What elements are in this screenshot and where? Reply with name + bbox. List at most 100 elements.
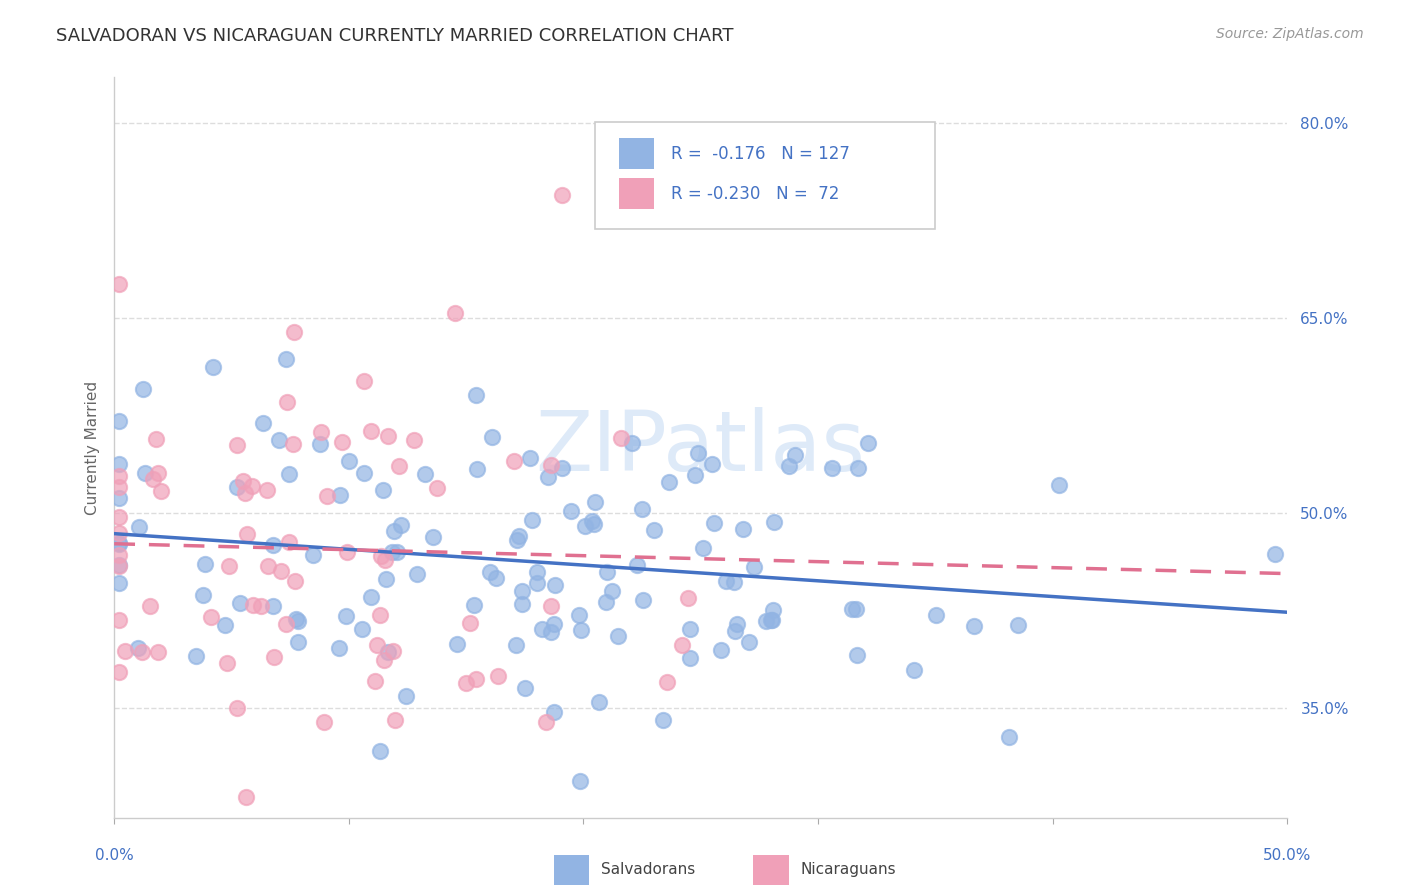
Point	[510, 583, 533, 598]
Text: Source: ZipAtlas.com: Source: ZipAtlas.com	[1216, 27, 1364, 41]
Point	[370, 608, 392, 623]
Point	[465, 672, 488, 686]
Point	[240, 478, 263, 492]
Point	[526, 575, 548, 590]
Point	[503, 454, 526, 468]
Point	[108, 558, 131, 573]
Point	[108, 457, 131, 471]
Point	[551, 461, 574, 475]
Point	[486, 669, 509, 683]
Point	[233, 486, 256, 500]
Point	[631, 593, 654, 607]
Point	[377, 644, 399, 658]
Point	[274, 351, 297, 366]
Point	[374, 553, 396, 567]
Point	[284, 612, 307, 626]
Point	[228, 596, 250, 610]
Point	[263, 649, 285, 664]
Point	[505, 638, 527, 652]
FancyBboxPatch shape	[595, 122, 935, 229]
Point	[194, 557, 217, 571]
Point	[226, 480, 249, 494]
Point	[377, 429, 399, 443]
Point	[845, 601, 868, 615]
Point	[311, 425, 333, 439]
Point	[381, 644, 404, 658]
Point	[479, 565, 502, 579]
Point	[353, 374, 375, 388]
Point	[731, 522, 754, 536]
Point	[330, 435, 353, 450]
Point	[276, 394, 298, 409]
Point	[505, 533, 527, 547]
Point	[353, 466, 375, 480]
Point	[550, 187, 572, 202]
Point	[301, 548, 323, 562]
Point	[703, 516, 725, 531]
Point	[651, 713, 673, 727]
Point	[108, 537, 131, 551]
Point	[381, 544, 404, 558]
Point	[925, 608, 948, 623]
Point	[350, 622, 373, 636]
Point	[574, 518, 596, 533]
Point	[309, 437, 332, 451]
Point	[520, 513, 543, 527]
Point	[132, 382, 155, 396]
Point	[465, 462, 488, 476]
Text: 50.0%: 50.0%	[1263, 848, 1312, 863]
Point	[108, 665, 131, 679]
Point	[543, 617, 565, 632]
Point	[270, 564, 292, 578]
Point	[145, 432, 167, 446]
Point	[384, 714, 406, 728]
Point	[283, 436, 305, 450]
Point	[581, 514, 603, 528]
Point	[215, 657, 238, 671]
Point	[337, 453, 360, 467]
Point	[108, 414, 131, 428]
Point	[679, 622, 702, 636]
Point	[519, 450, 541, 465]
Point	[360, 424, 382, 438]
Point	[336, 545, 359, 559]
Point	[536, 470, 558, 484]
Point	[191, 588, 214, 602]
FancyBboxPatch shape	[554, 855, 589, 885]
Point	[568, 774, 591, 789]
Point	[328, 640, 350, 655]
Point	[108, 510, 131, 524]
Point	[108, 491, 131, 505]
Point	[464, 388, 486, 402]
Point	[329, 488, 352, 502]
Point	[395, 689, 418, 703]
Text: Nicaraguans: Nicaraguans	[800, 863, 896, 877]
Point	[218, 558, 240, 573]
Point	[583, 517, 606, 532]
Text: 0.0%: 0.0%	[94, 848, 134, 863]
Point	[262, 538, 284, 552]
FancyBboxPatch shape	[754, 855, 789, 885]
Point	[856, 436, 879, 450]
Point	[200, 609, 222, 624]
FancyBboxPatch shape	[619, 178, 654, 210]
Point	[755, 614, 778, 628]
Point	[762, 603, 785, 617]
Point	[108, 469, 131, 483]
Point	[262, 599, 284, 613]
Point	[540, 599, 562, 614]
Point	[540, 458, 562, 472]
Point	[278, 534, 301, 549]
Point	[583, 495, 606, 509]
Point	[643, 524, 665, 538]
Point	[606, 629, 628, 643]
Point	[214, 618, 236, 632]
Point	[446, 636, 468, 650]
Point	[526, 565, 548, 579]
Point	[544, 578, 567, 592]
Point	[724, 624, 747, 639]
Text: ZIPatlas: ZIPatlas	[536, 407, 866, 488]
Point	[903, 663, 925, 677]
Point	[278, 467, 301, 482]
Point	[287, 634, 309, 648]
